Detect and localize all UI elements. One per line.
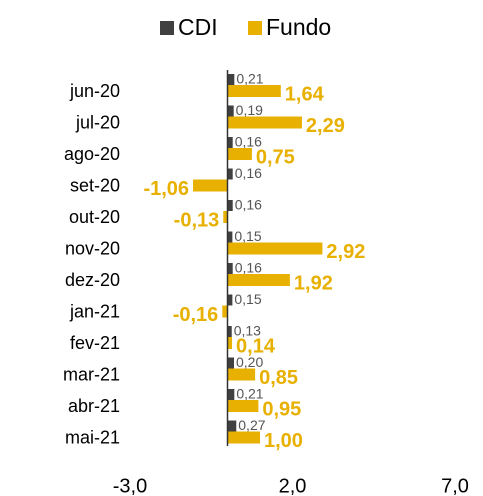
- value-label: -0,16: [173, 304, 219, 326]
- value-label: 1,92: [294, 272, 333, 294]
- value-label: 0,15: [234, 291, 261, 307]
- value-label: 0,15: [234, 228, 261, 244]
- legend-swatch: [160, 21, 174, 35]
- y-tick-label: out-20: [69, 207, 120, 227]
- y-tick-label: ago-20: [64, 144, 120, 164]
- y-tick-label: abr-21: [68, 396, 120, 416]
- bar: [227, 200, 233, 211]
- bar: [227, 242, 323, 255]
- bar: [227, 137, 233, 148]
- bar: [227, 74, 235, 85]
- y-tick-label: fev-21: [70, 333, 120, 353]
- bar: [227, 420, 237, 432]
- value-label: 0,16: [235, 260, 262, 276]
- bar: [227, 400, 259, 412]
- y-tick-label: set-20: [70, 175, 120, 195]
- legend-label: CDI: [178, 14, 218, 40]
- value-label: 0,19: [236, 102, 263, 118]
- value-label: 0,95: [262, 398, 301, 420]
- bar: [227, 294, 233, 306]
- value-label: 0,16: [235, 134, 262, 150]
- bar: [227, 85, 281, 97]
- y-tick-label: mar-21: [63, 364, 120, 384]
- legend-label: Fundo: [266, 14, 331, 40]
- value-label: 0,21: [236, 386, 263, 402]
- value-label: 0,21: [236, 71, 263, 87]
- value-label: 0,20: [236, 354, 263, 370]
- bar: [227, 389, 235, 400]
- y-tick-label: dez-20: [65, 270, 120, 290]
- bar: [227, 326, 232, 337]
- value-label: 0,13: [234, 323, 261, 339]
- bar: [223, 211, 228, 223]
- y-tick-label: nov-20: [65, 238, 120, 258]
- bar: [227, 148, 252, 160]
- x-tick-label: 7,0: [441, 475, 469, 496]
- value-label: -0,13: [174, 209, 220, 231]
- bar: [227, 368, 256, 381]
- x-tick-label: -3,0: [113, 475, 147, 496]
- value-label: -1,06: [143, 178, 189, 200]
- value-label: 1,64: [285, 83, 325, 105]
- value-label: 0,16: [235, 165, 262, 181]
- value-label: 0,27: [238, 417, 265, 433]
- y-tick-label: jun-20: [69, 81, 120, 101]
- bar: [193, 179, 228, 192]
- value-label: 0,16: [235, 197, 262, 213]
- value-label: 2,29: [306, 115, 345, 137]
- bar: [227, 263, 233, 274]
- y-tick-label: mai-21: [65, 427, 120, 447]
- bar: [227, 168, 233, 180]
- bar: [227, 231, 233, 243]
- value-label: 0,85: [259, 367, 298, 389]
- bar: [227, 116, 302, 129]
- bar: [227, 431, 260, 444]
- value-label: 0,14: [236, 335, 276, 357]
- bar: [227, 105, 234, 117]
- x-tick-label: 2,0: [279, 475, 307, 496]
- value-label: 0,75: [256, 146, 295, 168]
- bar: [227, 337, 233, 349]
- bar: [227, 274, 290, 286]
- y-tick-label: jan-21: [69, 301, 120, 321]
- bar: [222, 305, 228, 318]
- bar: [227, 357, 234, 369]
- value-label: 1,00: [264, 430, 303, 452]
- y-tick-label: jul-20: [75, 112, 120, 132]
- value-label: 2,92: [326, 241, 365, 263]
- legend-swatch: [248, 21, 262, 35]
